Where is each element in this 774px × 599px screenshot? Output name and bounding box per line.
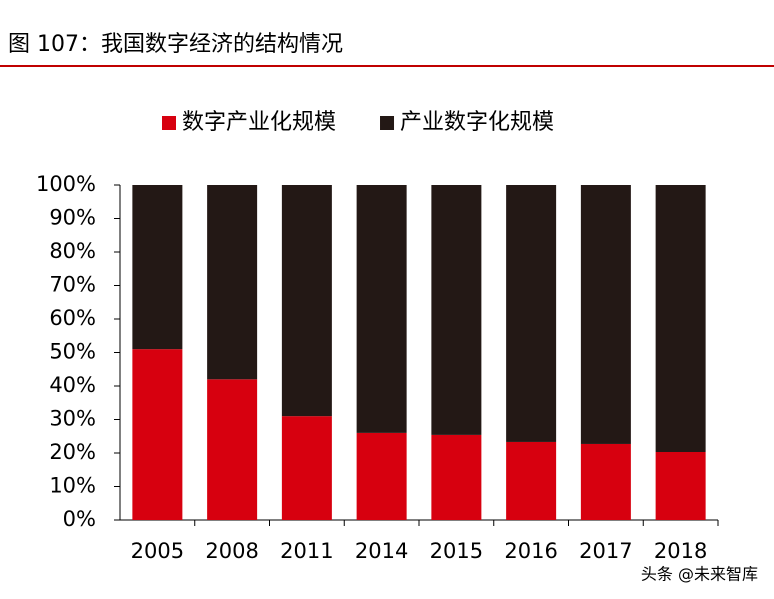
bar-segment [655, 185, 706, 452]
bar-segment [580, 443, 631, 520]
y-tick-label: 20% [49, 440, 96, 464]
y-tick-label: 0% [63, 507, 96, 531]
legend-swatch [162, 116, 176, 130]
bar-segment [281, 185, 332, 417]
bar-segment [356, 185, 407, 433]
bar-segment [431, 434, 482, 520]
y-tick-label: 70% [49, 273, 96, 297]
bar-segment [655, 451, 706, 520]
bar-segment [132, 349, 183, 520]
bar-segment [132, 185, 183, 350]
y-tick-label: 80% [49, 239, 96, 263]
x-tick-label: 2015 [430, 539, 483, 563]
y-tick-label: 90% [49, 206, 96, 230]
x-tick-label: 2005 [131, 539, 184, 563]
x-tick-label: 2008 [205, 539, 258, 563]
bar-segment [431, 185, 482, 435]
bar-segment [506, 441, 557, 520]
x-tick-label: 2017 [579, 539, 632, 563]
y-tick-label: 100% [36, 172, 96, 196]
y-tick-label: 10% [49, 474, 96, 498]
bar-segment [580, 185, 631, 444]
legend-swatch [380, 116, 395, 130]
watermark: 头条 @未来智库 [641, 565, 758, 584]
x-tick-label: 2018 [654, 539, 707, 563]
y-tick-label: 40% [49, 373, 96, 397]
bar-segment [506, 185, 557, 442]
bar-segment [207, 185, 258, 380]
x-tick-label: 2014 [355, 539, 408, 563]
bar-segment [356, 432, 407, 520]
legend-label: 产业数字化规模 [400, 110, 554, 135]
x-tick-label: 2016 [504, 539, 557, 563]
y-tick-label: 30% [49, 407, 96, 431]
bar-segment [207, 379, 258, 520]
chart-title: 图 107：我国数字经济的结构情况 [8, 32, 343, 57]
y-tick-label: 50% [49, 340, 96, 364]
y-tick-label: 60% [49, 306, 96, 330]
bar-segment [281, 416, 332, 520]
x-tick-label: 2011 [280, 539, 333, 563]
legend-label: 数字产业化规模 [182, 110, 336, 135]
